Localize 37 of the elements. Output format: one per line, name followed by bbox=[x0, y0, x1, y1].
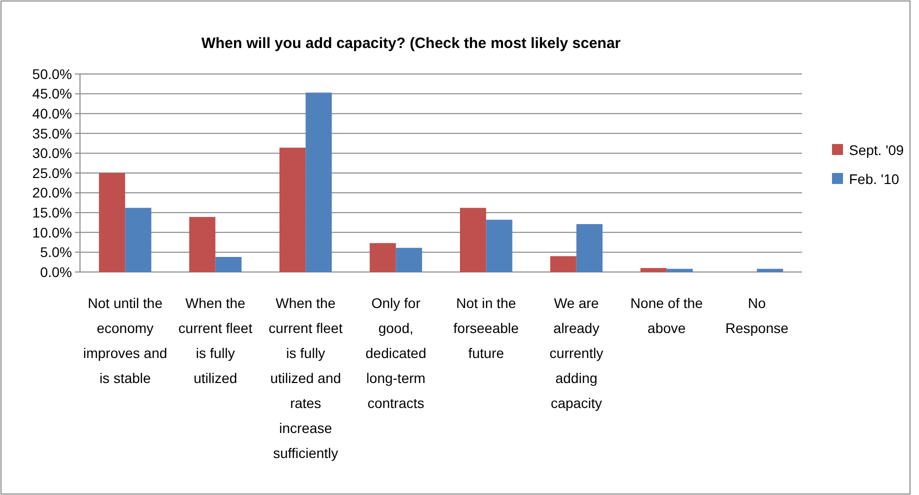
bar bbox=[306, 92, 332, 272]
y-tick-label: 10.0% bbox=[32, 224, 72, 240]
bar bbox=[396, 248, 422, 272]
bar bbox=[666, 268, 693, 272]
bar bbox=[460, 208, 486, 272]
x-tick-label: Not in the forseeable future bbox=[453, 295, 520, 361]
bar bbox=[189, 216, 216, 272]
legend-label: Sept. '09 bbox=[849, 142, 904, 158]
y-tick-label: 50.0% bbox=[32, 66, 72, 82]
bar bbox=[279, 148, 306, 272]
y-tick-label: 20.0% bbox=[32, 184, 72, 201]
bar bbox=[640, 268, 667, 272]
bar bbox=[215, 256, 242, 272]
y-tick-label: 5.0% bbox=[40, 244, 72, 260]
y-tick-label: 40.0% bbox=[32, 106, 72, 122]
x-tick-label: We are already currently adding capacity bbox=[550, 295, 604, 411]
y-tick-label: 45.0% bbox=[32, 86, 72, 102]
y-tick-label: 30.0% bbox=[32, 145, 72, 162]
bar bbox=[550, 256, 576, 272]
y-tick-label: 0.0% bbox=[40, 264, 72, 280]
bar bbox=[98, 173, 126, 272]
x-tick-label: None of the above bbox=[630, 295, 704, 336]
x-tick-label: No Response bbox=[725, 295, 789, 336]
chart-title: When will you add capacity? (Check the most likely scenar bbox=[201, 35, 621, 52]
bar bbox=[756, 268, 784, 272]
x-tick-label: Not until the economy improves and is stable bbox=[83, 295, 168, 386]
y-tick-label: 25.0% bbox=[32, 164, 72, 181]
x-tick-label: Only for good, dedicated long-term contracts bbox=[366, 295, 426, 411]
bar bbox=[125, 208, 152, 272]
y-tick-label: 35.0% bbox=[32, 125, 72, 142]
bar bbox=[576, 224, 603, 272]
bar bbox=[370, 243, 396, 272]
legend-label: Feb. '10 bbox=[849, 170, 900, 187]
x-tick-label: When the current fleet is fully utilized and rates increase sufficiently bbox=[268, 295, 343, 461]
y-tick-label: 15.0% bbox=[32, 204, 72, 220]
bar bbox=[486, 220, 512, 272]
x-tick-label: When the current fleet is fully utilized bbox=[178, 295, 252, 386]
